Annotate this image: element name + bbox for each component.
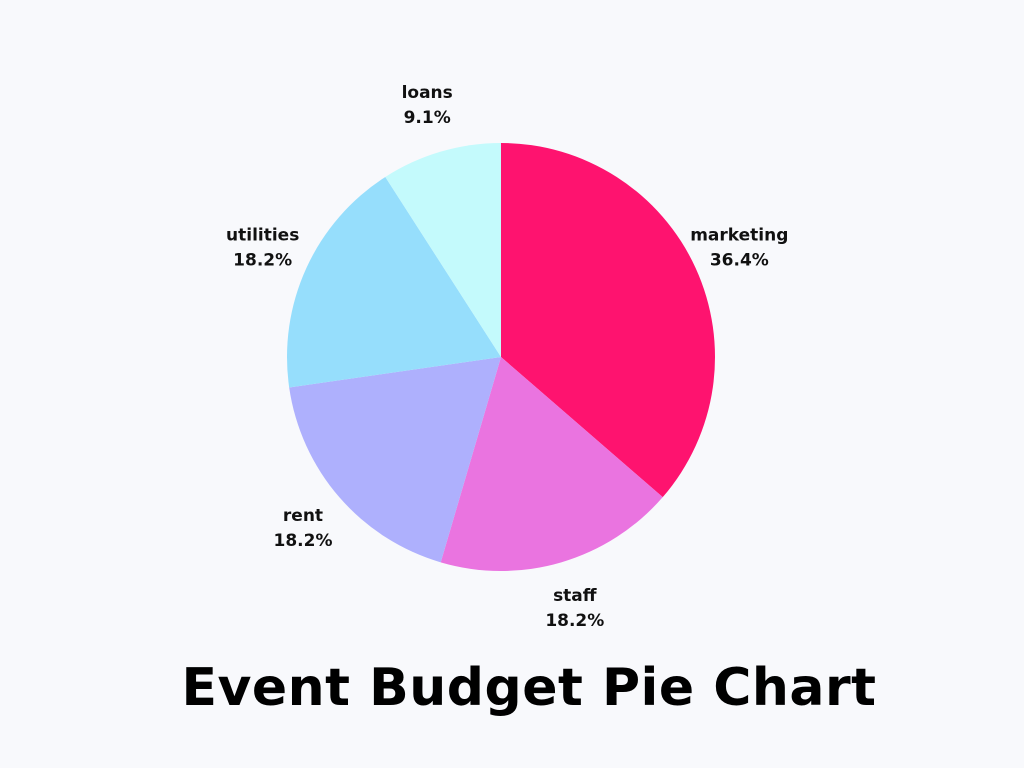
pie-slice-utilities bbox=[287, 176, 501, 388]
pie-slice-loans bbox=[385, 143, 501, 357]
slice-name: rent bbox=[283, 506, 323, 526]
pie-chart: marketing 36.4%staff 18.2%rent 18.2%utiliti… bbox=[226, 83, 788, 631]
slice-percent: 18.2% bbox=[274, 531, 333, 551]
slice-name: marketing bbox=[690, 226, 788, 246]
slice-label-utilities: utilities 18.2% bbox=[226, 226, 299, 271]
slice-percent: 9.1% bbox=[404, 108, 451, 128]
pie-slice-rent bbox=[289, 357, 501, 563]
chart-title: Event Budget Pie Chart bbox=[181, 658, 877, 718]
pie-slice-staff bbox=[440, 357, 663, 571]
slice-name: staff bbox=[553, 586, 597, 606]
slice-label-loans: loans 9.1% bbox=[402, 83, 453, 128]
slice-name: loans bbox=[402, 83, 453, 103]
slice-name: utilities bbox=[226, 226, 299, 246]
slice-label-marketing: marketing 36.4% bbox=[690, 226, 788, 271]
slice-label-rent: rent 18.2% bbox=[274, 506, 333, 551]
slice-label-staff: staff 18.2% bbox=[545, 586, 604, 631]
pie-slice-marketing bbox=[501, 143, 715, 498]
slice-percent: 36.4% bbox=[710, 251, 769, 271]
slice-percent: 18.2% bbox=[233, 251, 292, 271]
slice-percent: 18.2% bbox=[545, 611, 604, 631]
